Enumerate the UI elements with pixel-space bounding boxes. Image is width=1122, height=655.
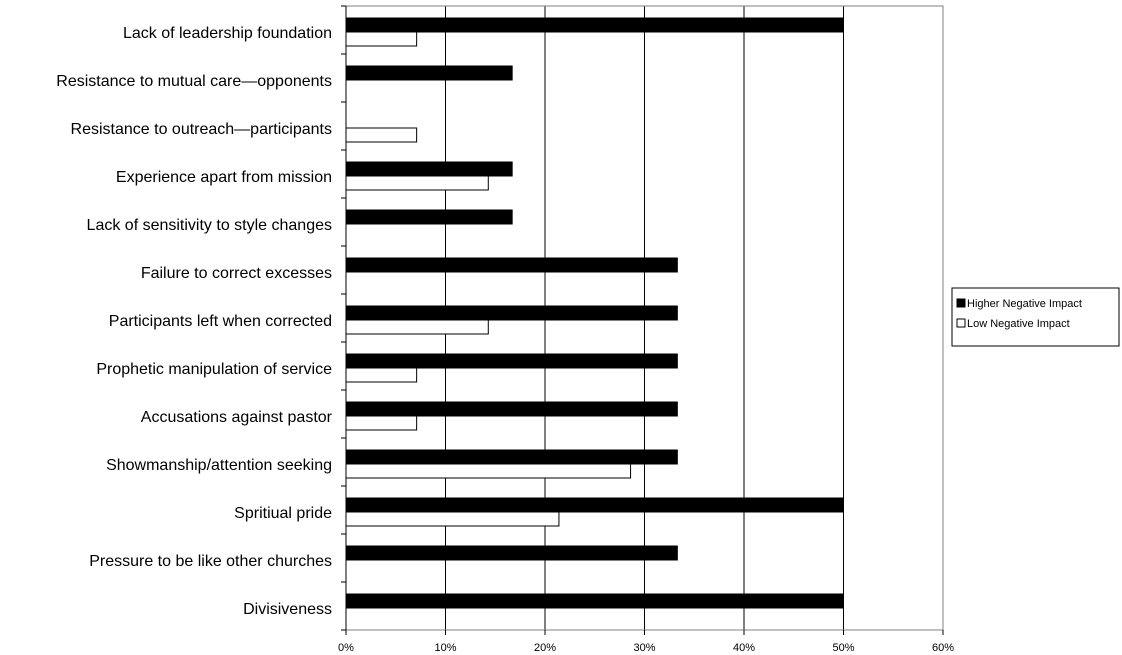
bar-low-negative-impact [345, 175, 489, 191]
category-label: Divisiveness [243, 601, 332, 618]
category-label: Prophetic manipulation of service [96, 361, 332, 378]
bar-low-negative-impact [345, 319, 489, 335]
bar-low-negative-impact [345, 127, 418, 143]
legend-swatch [956, 298, 966, 308]
bars [345, 17, 844, 609]
legend-label: Low Negative Impact [967, 318, 1070, 330]
bar-low-negative-impact [345, 415, 418, 431]
x-tick-label: 20% [534, 642, 556, 654]
bar-higher-negative-impact [345, 545, 678, 561]
category-label: Lack of leadership foundation [123, 25, 332, 42]
bar-higher-negative-impact [345, 257, 678, 273]
category-label: Showmanship/attention seeking [106, 457, 332, 474]
category-label: Accusations against pastor [141, 409, 333, 426]
bar-higher-negative-impact [345, 593, 844, 609]
axes [341, 5, 944, 635]
x-tick-label: 10% [434, 642, 456, 654]
legend-box [951, 287, 1120, 347]
bar-low-negative-impact [345, 31, 418, 47]
category-label: Failure to correct excesses [141, 265, 332, 282]
category-label: Resistance to mutual care—opponents [56, 73, 332, 90]
bar-low-negative-impact [345, 463, 632, 479]
bar-low-negative-impact [345, 367, 418, 383]
x-tick-label: 40% [733, 642, 755, 654]
bar-higher-negative-impact [345, 17, 844, 33]
bar-higher-negative-impact [345, 353, 678, 369]
category-label: Pressure to be like other churches [89, 553, 332, 570]
legend-label: Higher Negative Impact [967, 298, 1082, 310]
bar-higher-negative-impact [345, 401, 678, 417]
x-tick-label: 60% [932, 642, 954, 654]
category-label: Resistance to outreach—participants [71, 121, 332, 138]
bar-higher-negative-impact [345, 161, 513, 177]
bar-higher-negative-impact [345, 497, 844, 513]
bar-higher-negative-impact [345, 449, 678, 465]
x-tick-label: 30% [633, 642, 655, 654]
category-labels: Lack of leadership foundation Resistance … [56, 25, 332, 618]
legend: Higher Negative Impact Low Negative Impac… [951, 287, 1120, 347]
category-label: Experience apart from mission [116, 169, 332, 186]
bar-low-negative-impact [345, 511, 560, 527]
bar-higher-negative-impact [345, 65, 513, 81]
category-label: Lack of sensitivity to style changes [87, 217, 332, 234]
x-tick-label: 50% [832, 642, 854, 654]
bar-higher-negative-impact [345, 305, 678, 321]
legend-swatch [956, 318, 966, 328]
x-tick-label: 0% [338, 642, 354, 654]
bar-higher-negative-impact [345, 209, 513, 225]
category-label: Participants left when corrected [109, 313, 332, 330]
category-label: Spritiual pride [234, 505, 332, 522]
x-tick-labels: 0% 10% 20% 30% 40% 50% 60% [338, 642, 954, 654]
